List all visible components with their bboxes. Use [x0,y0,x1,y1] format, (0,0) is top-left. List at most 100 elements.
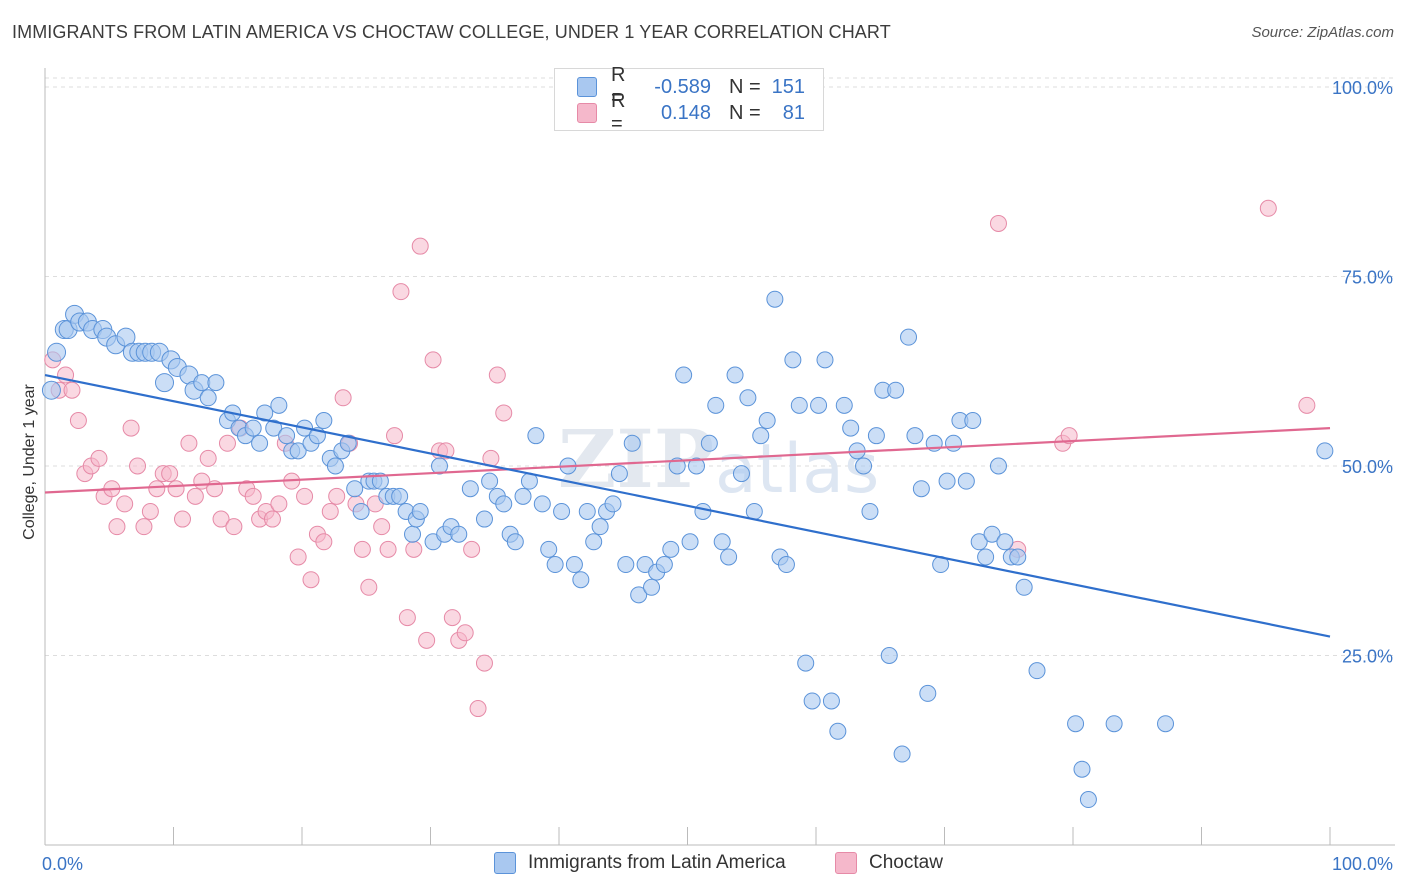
choctaw-point [411,237,429,255]
immigrants-point [681,533,699,551]
y-tick-label: 75.0% [1342,268,1393,288]
choctaw-point [315,533,333,551]
immigrants-point [867,427,885,445]
immigrants-point [1028,662,1046,680]
immigrants-point [835,396,853,414]
choctaw-point [989,214,1007,232]
choctaw-point [418,631,436,649]
source-label: Source: ZipAtlas.com [1251,24,1394,41]
series-legend-immigrants: Immigrants from Latin America [494,852,786,874]
immigrants-point [694,502,712,520]
choctaw-point [386,427,404,445]
choctaw-point [424,351,442,369]
choctaw-point [108,518,126,536]
choctaw-point [379,540,397,558]
immigrants-points [41,290,1334,809]
choctaw-point [173,510,191,528]
immigrants-point [461,480,479,498]
choctaw-point [1060,427,1078,445]
immigrants-point [1009,548,1027,566]
immigrants-point [527,427,545,445]
choctaw-point [212,510,230,528]
correlation-legend: R = -0.589 N = 151 R = 0.148 N = 81 [554,64,824,135]
choctaw-point [405,540,423,558]
series-swatch-pink [835,852,857,874]
immigrants-point [41,380,61,400]
immigrants-point [475,510,493,528]
immigrants-point [861,502,879,520]
immigrants-point [315,412,333,430]
choctaw-point [180,434,198,452]
immigrants-point [610,465,628,483]
choctaw-point [244,487,262,505]
watermark-zip: ZIP [558,412,714,506]
choctaw-point [321,502,339,520]
series-legend: Immigrants from Latin America Choctaw [0,852,1406,878]
immigrants-point [970,533,988,551]
immigrants-point [983,525,1001,543]
immigrants-point [797,654,815,672]
immigrants-point [1067,715,1085,733]
immigrants-point [47,342,67,362]
choctaw-point [167,480,185,498]
choctaw-point [353,540,371,558]
immigrants-point [604,495,622,513]
immigrants-point [404,525,422,543]
immigrants-point [430,457,448,475]
choctaw-point [302,571,320,589]
immigrants-point [655,556,673,574]
immigrants-point [1157,715,1175,733]
immigrants-point [270,396,288,414]
choctaw-point [199,449,217,467]
immigrants-point [829,722,847,740]
choctaw-point [270,495,288,513]
immigrants-point [1079,791,1097,809]
immigrants-point [155,373,175,393]
choctaw-point [90,449,108,467]
y-axis-label: College, Under 1 year [21,384,38,540]
immigrants-point [700,434,718,452]
immigrants-point [707,396,725,414]
immigrants-point [855,457,873,475]
choctaw-point [161,465,179,483]
legend-row-immigrants: R = -0.589 N = 151 [577,64,805,109]
choctaw-point [463,540,481,558]
choctaw-point [469,700,487,718]
immigrants-point [720,548,738,566]
immigrants-point [777,556,795,574]
immigrants-point [546,556,564,574]
choctaw-point [116,495,134,513]
trend-lines [44,373,1331,638]
legend-swatch-blue [577,77,597,97]
immigrants-point [938,472,956,490]
immigrants-point [713,533,731,551]
immigrants-point [919,684,937,702]
legend-n-value: 151 [771,75,805,98]
immigrants-point [623,434,641,452]
immigrants-point [739,389,757,407]
legend-r-value: -0.589 [654,75,711,98]
immigrants-point [565,556,583,574]
choctaw-point [63,381,81,399]
immigrants-point [766,290,784,308]
choctaw-point [456,624,474,642]
immigrants-point [996,533,1014,551]
choctaw-point [186,487,204,505]
legend-n-label: N = [729,75,761,98]
choctaw-point [488,366,506,384]
choctaw-point [495,404,513,422]
immigrants-point [675,366,693,384]
immigrants-point [391,487,409,505]
immigrants-point [495,495,513,513]
y-tick-label: 100.0% [1332,78,1393,98]
immigrants-point [1105,715,1123,733]
series-swatch-blue [494,852,516,874]
grid-lines [45,77,1395,656]
choctaw-point [475,654,493,672]
choctaw-point [148,480,166,498]
immigrants-point [745,502,763,520]
legend-n-value: 81 [782,101,805,124]
choctaw-point [328,487,346,505]
axes [44,68,1395,846]
